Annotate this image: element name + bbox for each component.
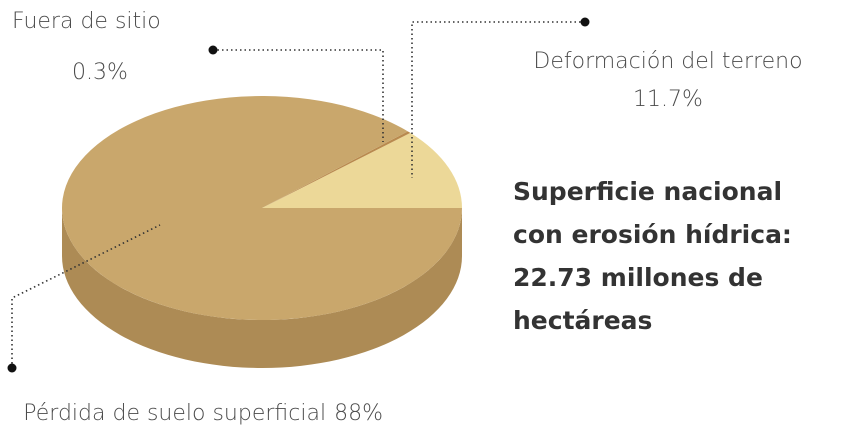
slice-label: Deformación del terreno <box>533 49 802 74</box>
leader-line <box>11 224 161 368</box>
slice-value-label: 0.3% <box>72 60 128 85</box>
slice-value-label: 88% <box>334 401 383 426</box>
slice-name: Pérdida de suelo superficial <box>23 401 326 426</box>
slice-label: Pérdida de suelo superficial 88% <box>23 401 383 426</box>
pie-slice <box>262 131 411 208</box>
annotation: Superficie nacional <box>513 177 782 206</box>
pie-slice <box>62 96 462 320</box>
pie-side <box>62 208 462 368</box>
leader-dot <box>580 17 590 27</box>
slice-value-label: 11.7% <box>633 87 703 112</box>
leader-lines <box>7 17 590 373</box>
slice-label: Fuera de sitio <box>12 9 161 34</box>
annotation: con erosión hídrica: <box>513 220 792 249</box>
leader-line <box>411 21 585 178</box>
leader-dot <box>7 363 17 373</box>
leader-dot <box>208 45 218 55</box>
annotation: hectáreas <box>513 306 652 335</box>
annotation: 22.73 millones de <box>513 263 763 292</box>
